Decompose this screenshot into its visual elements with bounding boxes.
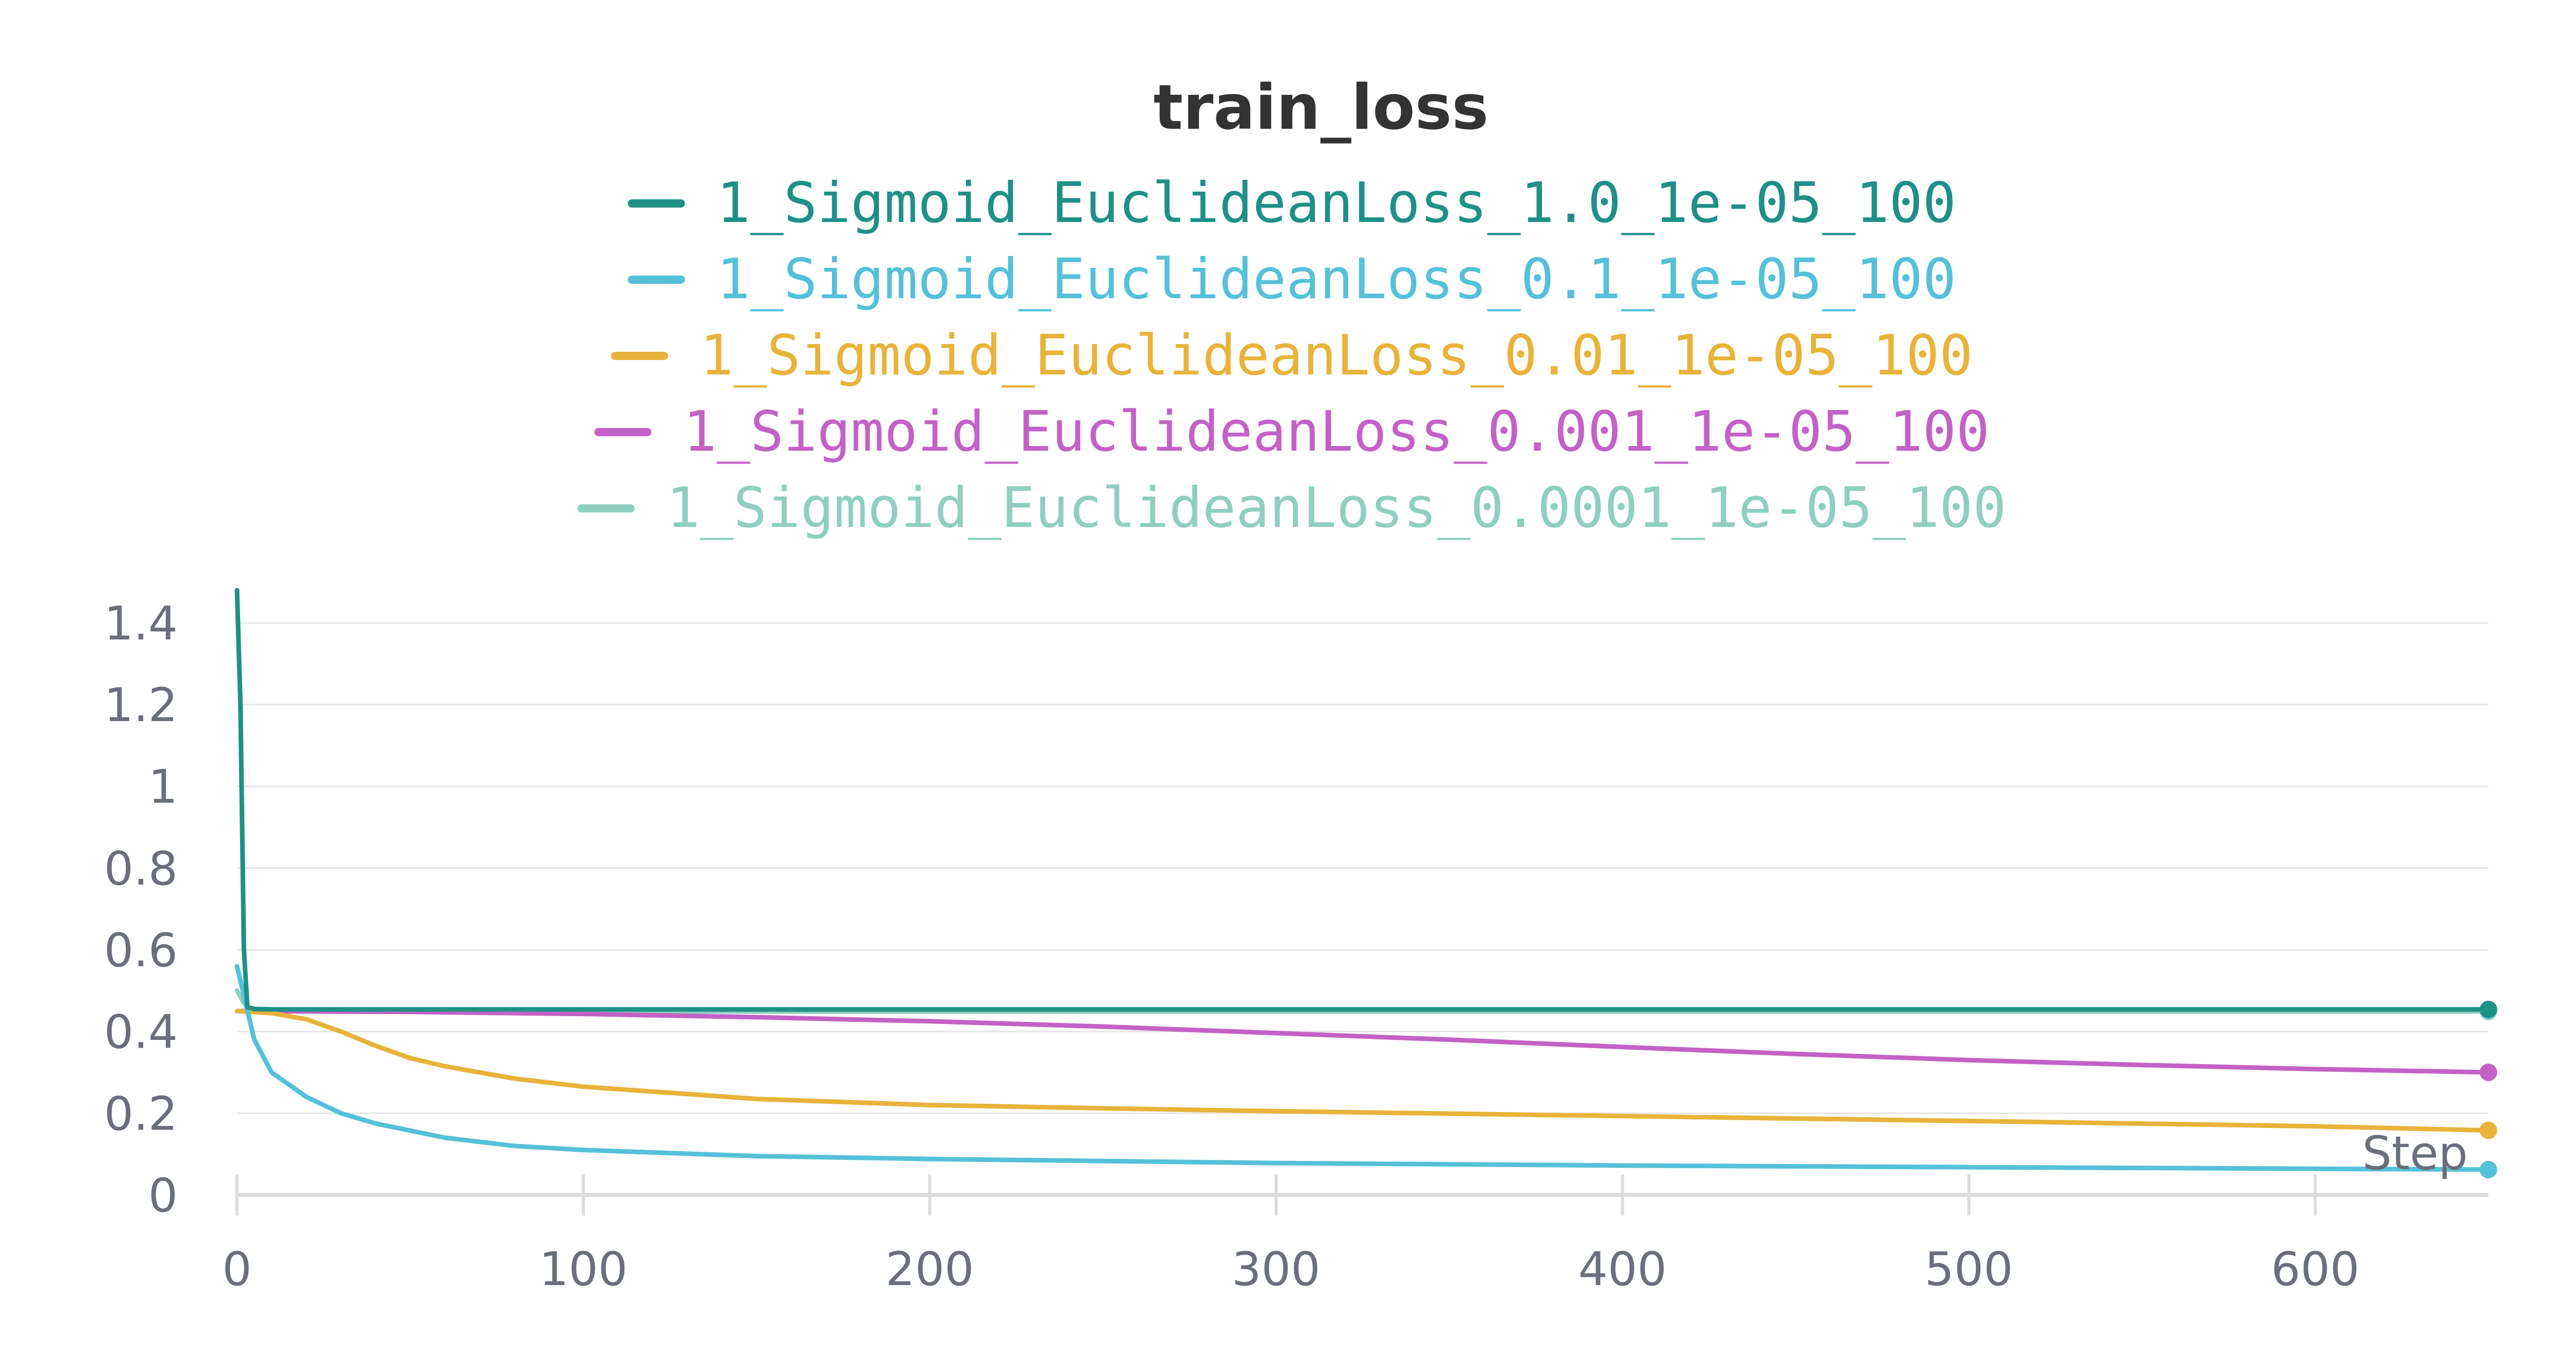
y-tick-label: 0.8 bbox=[104, 842, 178, 896]
axes: 0 0.2 0.4 0.6 0.8 1 1.2 1.4 0 100 200 300 400 500 600 bbox=[104, 596, 2488, 1296]
legend-label: 1_Sigmoid_EuclideanLoss_1.0_1e-05_100 bbox=[717, 171, 1956, 235]
legend-item[interactable]: 1_Sigmoid_EuclideanLoss_1.0_1e-05_100 bbox=[628, 171, 1956, 235]
legend-label: 1_Sigmoid_EuclideanLoss_0.1_1e-05_100 bbox=[717, 247, 1956, 312]
series-endpoint bbox=[2480, 1000, 2497, 1018]
y-tick-label: 0.4 bbox=[104, 1005, 178, 1059]
x-tick-label: 500 bbox=[1925, 1242, 2013, 1296]
y-tick-label: 0.2 bbox=[104, 1087, 178, 1141]
x-tick-label: 0 bbox=[222, 1242, 251, 1296]
x-tick-label: 600 bbox=[2271, 1242, 2360, 1296]
series-line bbox=[234, 588, 2491, 1012]
y-tick-label: 0 bbox=[148, 1169, 178, 1223]
series-endpoint bbox=[2480, 1121, 2497, 1139]
x-tick-label: 200 bbox=[886, 1242, 974, 1296]
chart-title: train_loss bbox=[1154, 72, 1489, 144]
x-tick-label: 300 bbox=[1232, 1242, 1320, 1296]
grid bbox=[237, 622, 2488, 1114]
y-tick-label: 0.6 bbox=[104, 924, 178, 978]
legend: 1_Sigmoid_EuclideanLoss_1.0_1e-05_100 1_S… bbox=[578, 171, 2007, 540]
legend-label: 1_Sigmoid_EuclideanLoss_0.01_1e-05_100 bbox=[700, 323, 1973, 388]
series-line bbox=[234, 1008, 2491, 1133]
y-tick-label: 1 bbox=[148, 760, 178, 814]
series-line bbox=[234, 964, 2491, 1172]
x-tick-label: 100 bbox=[539, 1242, 628, 1296]
legend-item[interactable]: 1_Sigmoid_EuclideanLoss_0.01_1e-05_100 bbox=[611, 323, 1973, 388]
legend-label: 1_Sigmoid_EuclideanLoss_0.0001_1e-05_100 bbox=[667, 476, 2007, 540]
series-endpoint bbox=[2480, 1064, 2497, 1081]
y-tick-label: 1.2 bbox=[104, 678, 178, 732]
legend-item[interactable]: 1_Sigmoid_EuclideanLoss_0.0001_1e-05_100 bbox=[578, 476, 2007, 540]
y-tick-label: 1.4 bbox=[104, 596, 178, 651]
series-group bbox=[234, 588, 2491, 1172]
legend-item[interactable]: 1_Sigmoid_EuclideanLoss_0.001_1e-05_100 bbox=[594, 400, 1990, 464]
legend-item[interactable]: 1_Sigmoid_EuclideanLoss_0.1_1e-05_100 bbox=[628, 247, 1956, 312]
legend-label: 1_Sigmoid_EuclideanLoss_0.001_1e-05_100 bbox=[683, 400, 1990, 464]
endpoint-markers bbox=[2480, 1000, 2497, 1178]
series-endpoint bbox=[2480, 1160, 2497, 1178]
series-line bbox=[234, 1008, 2491, 1075]
x-tick-label: 400 bbox=[1578, 1242, 1667, 1296]
x-axis-label: Step bbox=[2362, 1126, 2468, 1181]
